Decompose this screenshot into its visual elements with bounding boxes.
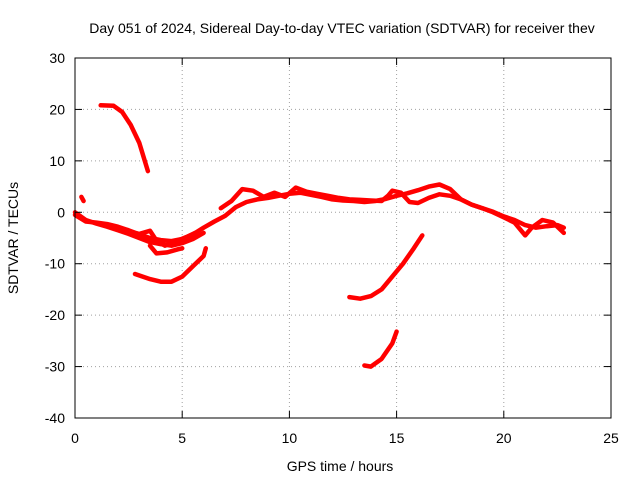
x-axis-label: GPS time / hours (287, 458, 394, 474)
x-tick-label: 10 (282, 430, 298, 446)
y-tick-label: 30 (49, 50, 65, 66)
series-track-10 (362, 329, 399, 369)
y-axis-label: SDTVAR / TECUs (5, 182, 21, 294)
series-track-8 (218, 185, 567, 238)
data-series (72, 103, 567, 369)
y-tick-label: 20 (49, 101, 65, 117)
series-track-3 (128, 228, 198, 248)
axis-ticks: 0 5 10 15 20 25 -40 -30 -20 -10 0 10 20 30 (45, 50, 619, 446)
series-track-7 (132, 246, 209, 284)
x-tick-label: 0 (71, 430, 79, 446)
series-track-2 (72, 210, 206, 248)
y-tick-label: -40 (45, 410, 65, 426)
series-track-4 (147, 243, 185, 256)
y-tick-label: 0 (57, 204, 65, 220)
x-tick-label: 15 (389, 430, 405, 446)
chart-title: Day 051 of 2024, Sidereal Day-to-day VTE… (89, 20, 595, 36)
y-tick-label: -20 (45, 307, 65, 323)
y-tick-label: 10 (49, 153, 65, 169)
y-tick-label: -30 (45, 359, 65, 375)
x-tick-label: 5 (178, 430, 186, 446)
series-track-6 (98, 103, 151, 174)
plot-frame (74, 57, 612, 419)
series-track-5 (79, 194, 86, 204)
y-tick-label: -10 (45, 256, 65, 272)
x-tick-label: 25 (603, 430, 619, 446)
x-tick-label: 20 (496, 430, 512, 446)
grid-lines (75, 58, 611, 418)
series-track-9 (347, 233, 425, 301)
